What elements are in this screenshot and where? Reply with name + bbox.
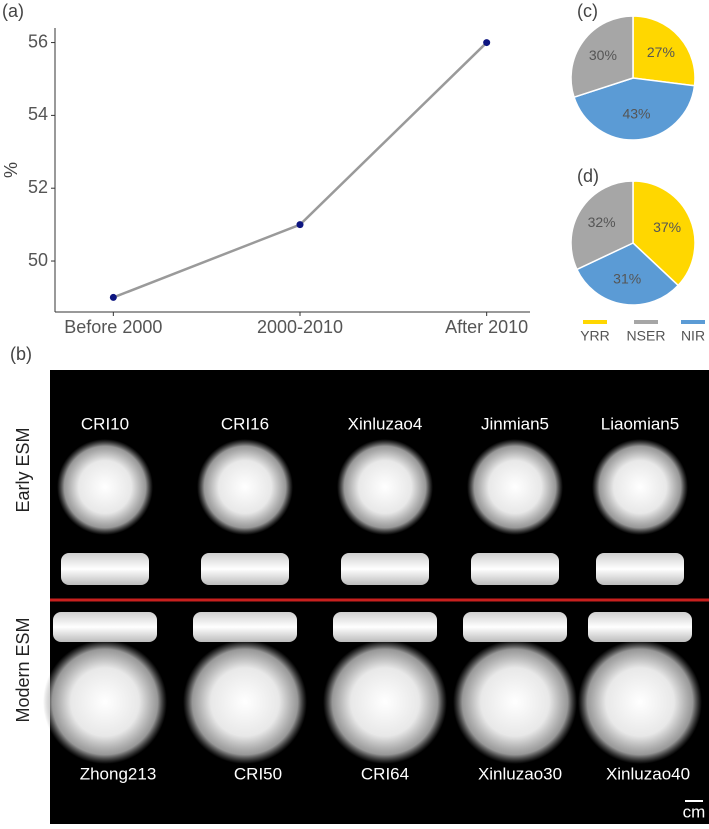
panel-label: (c) <box>577 1 598 21</box>
data-point <box>296 221 304 229</box>
y-tick-label: 56 <box>28 31 48 51</box>
x-tick-label: After 2010 <box>445 317 528 337</box>
x-tick-label: 2000-2010 <box>257 317 343 337</box>
cotton-boll <box>578 640 702 764</box>
pie-slice <box>632 15 696 87</box>
y-tick-label: 54 <box>28 104 48 124</box>
variety-name: Xinluzao30 <box>478 764 562 783</box>
cotton-boll <box>197 439 293 535</box>
data-point <box>483 39 491 47</box>
pie-slice <box>570 15 634 99</box>
cotton-boll <box>57 439 153 535</box>
cotton-bundle <box>596 553 684 585</box>
cotton-boll <box>453 640 577 764</box>
slice-label: 43% <box>622 106 650 122</box>
legend-label: NSER <box>627 328 666 344</box>
slice-label: 27% <box>647 44 675 60</box>
slice-label: 31% <box>613 270 641 286</box>
variety-name: CRI50 <box>234 764 282 783</box>
legend-label: YRR <box>580 328 610 344</box>
cotton-bundle <box>471 553 559 585</box>
variety-name: Jinmian5 <box>481 414 549 433</box>
cotton-bundle <box>463 612 567 642</box>
panel-label: (a) <box>2 1 24 21</box>
cotton-boll <box>467 439 563 535</box>
cotton-bundle <box>201 553 289 585</box>
variety-name: Zhong213 <box>80 764 157 783</box>
variety-name: Liaomian5 <box>601 414 679 433</box>
pie-slice <box>573 77 696 141</box>
cotton-boll <box>592 439 688 535</box>
row-label: Modern ESM <box>13 617 33 722</box>
x-tick-label: Before 2000 <box>64 317 162 337</box>
cotton-boll <box>43 640 167 764</box>
data-line <box>112 41 488 299</box>
legend-label: NIR <box>681 328 705 344</box>
panel-label: (b) <box>10 344 32 364</box>
y-tick-label: 52 <box>28 177 48 197</box>
cotton-boll <box>337 439 433 535</box>
pie-slice <box>632 180 696 287</box>
variety-name: Xinluzao40 <box>606 764 690 783</box>
pie-slice <box>570 180 634 271</box>
panel-label: (d) <box>577 166 599 186</box>
cotton-bundle <box>53 612 157 642</box>
cotton-boll <box>183 640 307 764</box>
variety-name: Xinluzao4 <box>348 414 423 433</box>
scale-label: cm <box>683 802 706 821</box>
variety-name: CRI64 <box>361 764 409 783</box>
row-label: Early ESM <box>13 427 33 512</box>
y-axis-label: % <box>1 162 21 178</box>
cotton-bundle <box>588 612 692 642</box>
cotton-bundle <box>341 553 429 585</box>
data-point <box>109 293 117 301</box>
slice-label: 37% <box>653 219 681 235</box>
slice-label: 30% <box>589 47 617 63</box>
cotton-bundle <box>61 553 149 585</box>
cotton-boll <box>323 640 447 764</box>
slice-label: 32% <box>588 214 616 230</box>
pie-slice <box>575 242 680 306</box>
cotton-bundle <box>193 612 297 642</box>
variety-name: CRI10 <box>81 414 129 433</box>
variety-name: CRI16 <box>221 414 269 433</box>
y-tick-label: 50 <box>28 250 48 270</box>
cotton-bundle <box>333 612 437 642</box>
